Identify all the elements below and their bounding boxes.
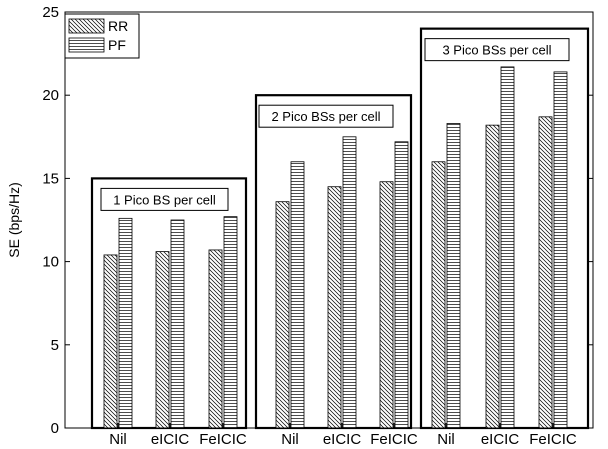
bar-pf: [342, 136, 357, 429]
x-tick-label: FeICIC: [529, 431, 577, 448]
bar-rr: [538, 116, 553, 429]
bar-pf: [170, 219, 185, 429]
y-axis-label: SE (bps/Hz): [6, 182, 22, 257]
group-annotations: 1 Pico BS per cell 2 Pico BSs per cell 3 P…: [90, 27, 590, 430]
x-tick-label: FeICIC: [199, 431, 247, 448]
x-axis: Nil eICIC FeICIC Nil eICIC FeICIC Nil eICIC FeIC…: [109, 423, 577, 448]
bar-rr: [379, 181, 394, 429]
x-tick-label: FeICIC: [370, 431, 418, 448]
bar-rr: [327, 186, 342, 429]
y-axis: 0 5 10 15 20 25: [42, 4, 593, 437]
y-tick-label: 5: [51, 337, 59, 354]
bar-rr: [103, 254, 118, 429]
legend-label-pf: PF: [108, 37, 126, 53]
y-tick-label: 20: [42, 87, 59, 104]
bar-pf: [446, 123, 461, 429]
x-tick-label: eICIC: [151, 431, 190, 448]
bar-pf: [118, 217, 133, 429]
group-label: 3 Pico BSs per cell: [442, 43, 551, 58]
group-label: 1 Pico BS per cell: [113, 192, 216, 207]
bar-rr: [208, 249, 223, 429]
y-tick-label: 10: [42, 254, 59, 271]
plot-frame: [64, 11, 594, 429]
bar-rr: [485, 124, 500, 429]
x-tick-label: Nil: [281, 431, 299, 448]
y-tick-label: 25: [42, 4, 59, 21]
bar-rr: [431, 161, 446, 429]
bars-layer: [103, 66, 568, 429]
legend-swatch-rr: [68, 18, 105, 34]
legend-label-rr: RR: [108, 18, 128, 34]
legend-swatch-pf: [68, 37, 105, 53]
group-label-box: [424, 38, 570, 62]
legend: RR PF: [64, 13, 140, 59]
group-label: 2 Pico BSs per cell: [271, 109, 380, 124]
bar-pf: [394, 141, 409, 429]
y-tick-label: 15: [42, 170, 59, 187]
group-label-box: [100, 187, 229, 211]
group-label-box: [258, 104, 394, 128]
y-tick-label: 0: [51, 420, 59, 437]
bar-pf: [290, 161, 305, 429]
bar-pf: [553, 71, 568, 429]
bar-pf: [223, 216, 238, 429]
x-tick-label: Nil: [437, 431, 455, 448]
x-tick-label: Nil: [109, 431, 127, 448]
bar-rr: [155, 251, 170, 429]
bar-rr: [275, 201, 290, 429]
x-tick-label: eICIC: [481, 431, 520, 448]
bar-pf: [500, 66, 515, 429]
x-tick-label: eICIC: [323, 431, 362, 448]
